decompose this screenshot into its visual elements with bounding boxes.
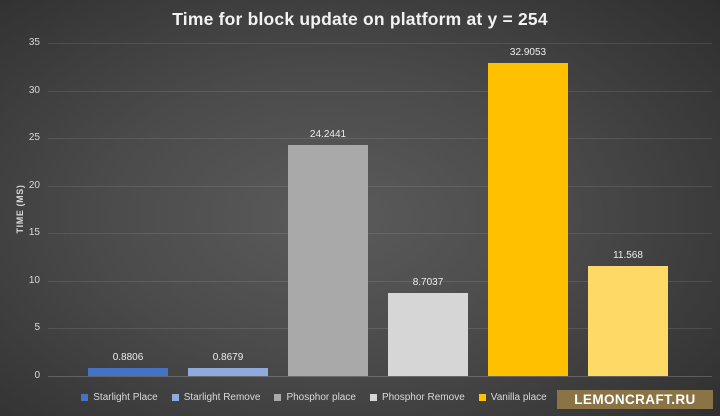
y-axis-title: TIME (MS): [15, 184, 25, 234]
legend-item-phosphor-remove: Phosphor Remove: [369, 391, 465, 403]
gridline-y-15: [48, 233, 712, 235]
watermark: LEMONCRAFT.RU: [557, 390, 713, 409]
legend-item-label: Phosphor place: [286, 391, 356, 403]
legend-marker-icon: [171, 393, 179, 401]
bar-value-label: 0.8806: [112, 351, 144, 363]
bar-value-label: 0.8679: [212, 351, 244, 363]
bar-phosphor-remove: [388, 293, 468, 376]
y-tick-label-20: 20: [28, 179, 40, 191]
gridline-y-5: [48, 328, 712, 330]
bar-value-label: 32.9053: [509, 46, 547, 58]
gridline-y-30: [48, 90, 712, 92]
y-tick-label-10: 10: [28, 274, 40, 286]
legend-item-vanilla-place: Vanilla place: [478, 391, 547, 403]
bar-starlight-place: [88, 367, 168, 376]
legend-item-label: Starlight Remove: [183, 391, 261, 403]
bar-value-label: 8.7037: [412, 277, 444, 289]
gridline-y-20: [48, 185, 712, 187]
legend-marker-icon: [81, 393, 89, 401]
legend-item-label: Vanilla place: [490, 391, 547, 403]
bar-series-6: [588, 265, 668, 376]
legend-item-starlight-remove: Starlight Remove: [171, 391, 261, 403]
gridline-y-35: [48, 43, 712, 44]
legend-marker-icon: [274, 393, 282, 401]
y-tick-label-35: 35: [28, 37, 40, 48]
legend-marker-icon: [478, 393, 486, 401]
y-tick-label-15: 15: [28, 227, 40, 239]
y-tick-label-25: 25: [28, 132, 40, 144]
gridline-y-10: [48, 280, 712, 282]
y-tick-label-30: 30: [28, 84, 40, 96]
bar-value-label: 11.568: [613, 249, 643, 261]
bar-vanilla-place: [488, 62, 568, 376]
gridline-y-0: [48, 376, 712, 377]
y-tick-label-5: 5: [34, 322, 40, 334]
bar-phosphor-place: [288, 145, 368, 376]
legend-item-label: Phosphor Remove: [381, 391, 465, 403]
bar-starlight-remove: [188, 367, 268, 376]
bar-value-label: 24.2441: [309, 129, 347, 141]
y-tick-label-0: 0: [34, 370, 40, 381]
gridline-y-25: [48, 138, 712, 140]
chart-title: Time for block update on platform at y =…: [172, 9, 548, 29]
legend-item-starlight-place: Starlight Place: [81, 391, 158, 403]
legend-marker-icon: [369, 393, 377, 401]
legend-item-phosphor-place: Phosphor place: [274, 392, 356, 403]
legend-item-label: Starlight Place: [93, 391, 158, 403]
